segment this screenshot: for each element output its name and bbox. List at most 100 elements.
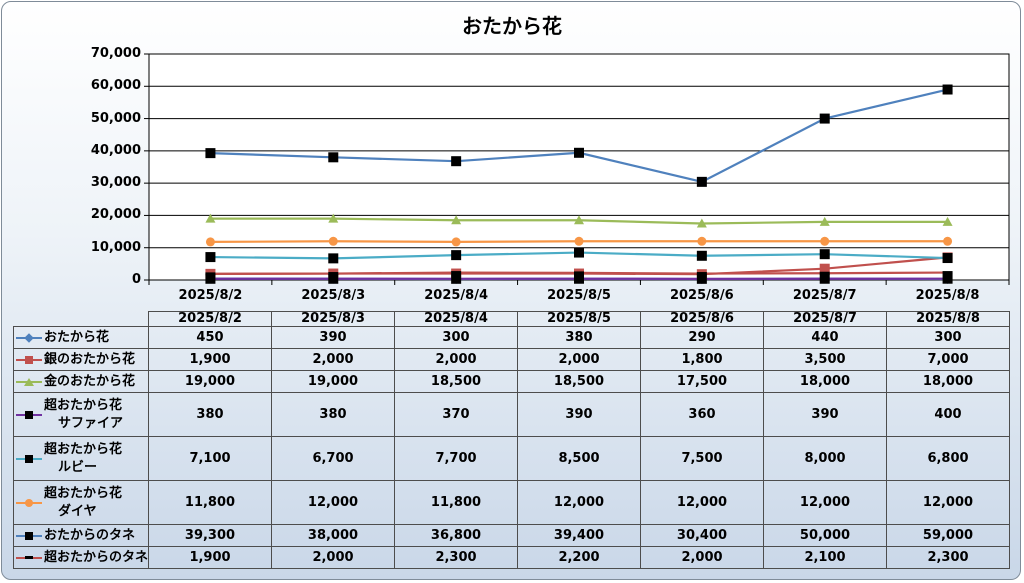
table-cell: 2,300: [394, 546, 518, 569]
data-point-s7: [451, 271, 462, 275]
data-point-s7: [574, 271, 584, 275]
series-name: 超おたから花: [44, 485, 123, 501]
table-cell: 36,800: [394, 524, 518, 547]
data-point-s6: [574, 147, 584, 158]
data-point-s4: [574, 247, 584, 258]
table-cell: 390: [271, 326, 395, 349]
table-cell: 2,200: [517, 546, 641, 569]
x-tick-label: 2025/8/6: [669, 288, 734, 303]
x-tick-label: 2025/8/3: [301, 288, 366, 303]
series-name: ダイヤ: [58, 503, 97, 519]
series-name: 超おたからのタネ: [44, 549, 149, 565]
series-name: おたから花: [44, 329, 110, 345]
x-tick-label: 2025/8/5: [547, 288, 611, 303]
table-header-cell: 2025/8/2: [148, 311, 272, 327]
data-point-s6: [451, 156, 462, 167]
legend-entry: おたから花: [13, 326, 149, 349]
table-cell: 12,000: [271, 480, 395, 525]
table-row: 超おたからのタネ 1,900 2,000 2,300 2,200 2,000 2,100 2,…: [13, 546, 1010, 569]
data-point-s5: [328, 236, 338, 246]
y-tick-label: 70,000: [90, 46, 141, 61]
table-cell: 18,500: [517, 370, 641, 393]
table-cell: 2,000: [517, 348, 641, 371]
table-cell: 2,000: [640, 546, 764, 569]
table-cell: 8,000: [763, 436, 887, 481]
data-table: 2025/8/2 2025/8/3 2025/8/4 2025/8/5 2025/8/6…: [13, 311, 1010, 569]
table-cell: 1,900: [148, 348, 272, 371]
data-point-s4: [819, 249, 830, 260]
series-name: 金のおたから花: [44, 373, 136, 389]
table-cell: 7,700: [394, 436, 518, 481]
data-point-s5: [205, 237, 215, 247]
data-point-s3: [942, 273, 953, 284]
table-cell: 11,800: [394, 480, 518, 525]
table-header-cell: 2025/8/8: [886, 311, 1010, 327]
data-point-s5: [820, 236, 830, 246]
table-row: 超おたから花 ルビー 7,100 6,700 7,700 8,500 7,500 8,000 6…: [13, 436, 1010, 481]
table-cell: 2,100: [763, 546, 887, 569]
table-row: おたから花 450 390 300 380 290 440 300: [13, 326, 1010, 349]
data-point-s7: [942, 271, 953, 275]
data-point-s2: [205, 213, 216, 223]
data-point-s3: [696, 273, 707, 284]
data-point-s3: [205, 273, 216, 284]
legend-swatch: [16, 332, 42, 343]
data-point-s5: [574, 236, 584, 246]
table-cell: 12,000: [886, 480, 1010, 525]
data-point-s2: [696, 218, 707, 228]
table-cell: 390: [763, 392, 887, 437]
table-cell: 2,000: [394, 348, 518, 371]
table-cell: 7,000: [886, 348, 1010, 371]
table-cell: 400: [886, 392, 1010, 437]
data-point-s7: [328, 272, 339, 276]
series-name: おたからのタネ: [44, 527, 136, 543]
table-cell: 12,000: [517, 480, 641, 525]
table-cell: 38,000: [271, 524, 395, 547]
data-point-s7: [696, 272, 707, 276]
table-cell: 360: [640, 392, 764, 437]
y-tick-label: 40,000: [90, 142, 141, 158]
series-name: 銀のおたから花: [44, 351, 136, 367]
data-point-s2: [942, 216, 953, 226]
table-cell: 12,000: [763, 480, 887, 525]
table-cell: 290: [640, 326, 764, 349]
legend-swatch: [16, 531, 42, 541]
data-point-s7: [819, 271, 830, 275]
table-cell: 12,000: [640, 480, 764, 525]
table-cell: 370: [394, 392, 518, 437]
table-cell: 3,500: [763, 348, 887, 371]
y-tick-label: 10,000: [90, 239, 141, 255]
data-point-s1: [819, 263, 830, 274]
data-point-s4: [942, 253, 953, 264]
legend-entry: おたからのタネ: [13, 524, 149, 547]
table-corner: [13, 311, 149, 327]
x-tick-label: 2025/8/2: [178, 288, 243, 303]
data-point-s6: [696, 176, 707, 187]
table-cell: 2,000: [271, 546, 395, 569]
data-point-s2: [451, 215, 462, 225]
table-cell: 19,000: [148, 370, 272, 393]
table-header-cell: 2025/8/5: [517, 311, 641, 327]
table-cell: 30,400: [640, 524, 764, 547]
table-cell: 380: [517, 326, 641, 349]
series-name: 超おたから花: [44, 441, 123, 457]
legend-entry: 超おたから花 サファイア: [13, 392, 149, 437]
data-point-s2: [819, 216, 830, 226]
table-row: 超おたから花 サファイア 380 380 370 390 360 390 400: [13, 392, 1010, 437]
data-point-s4: [696, 250, 707, 261]
data-point-s6: [205, 148, 216, 159]
table-cell: 450: [148, 326, 272, 349]
legend-entry: 超おたから花 ルビー: [13, 436, 149, 481]
legend-swatch: [16, 498, 42, 508]
data-point-s6: [942, 84, 953, 95]
table-cell: 11,800: [148, 480, 272, 525]
y-tick-label: 50,000: [90, 110, 141, 126]
legend-entry: 超おたから花ダイヤ: [13, 480, 149, 525]
table-cell: 440: [763, 326, 887, 349]
table-cell: 39,400: [517, 524, 641, 547]
table-cell: 7,100: [148, 436, 272, 481]
y-tick-label: 30,000: [90, 175, 141, 191]
table-cell: 6,800: [886, 436, 1010, 481]
legend-entry: 超おたからのタネ: [13, 546, 149, 569]
table-cell: 1,800: [640, 348, 764, 371]
